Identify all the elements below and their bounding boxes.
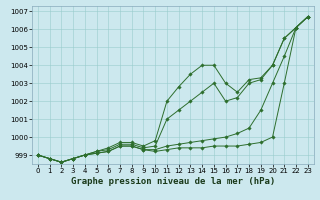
X-axis label: Graphe pression niveau de la mer (hPa): Graphe pression niveau de la mer (hPa)	[71, 177, 275, 186]
